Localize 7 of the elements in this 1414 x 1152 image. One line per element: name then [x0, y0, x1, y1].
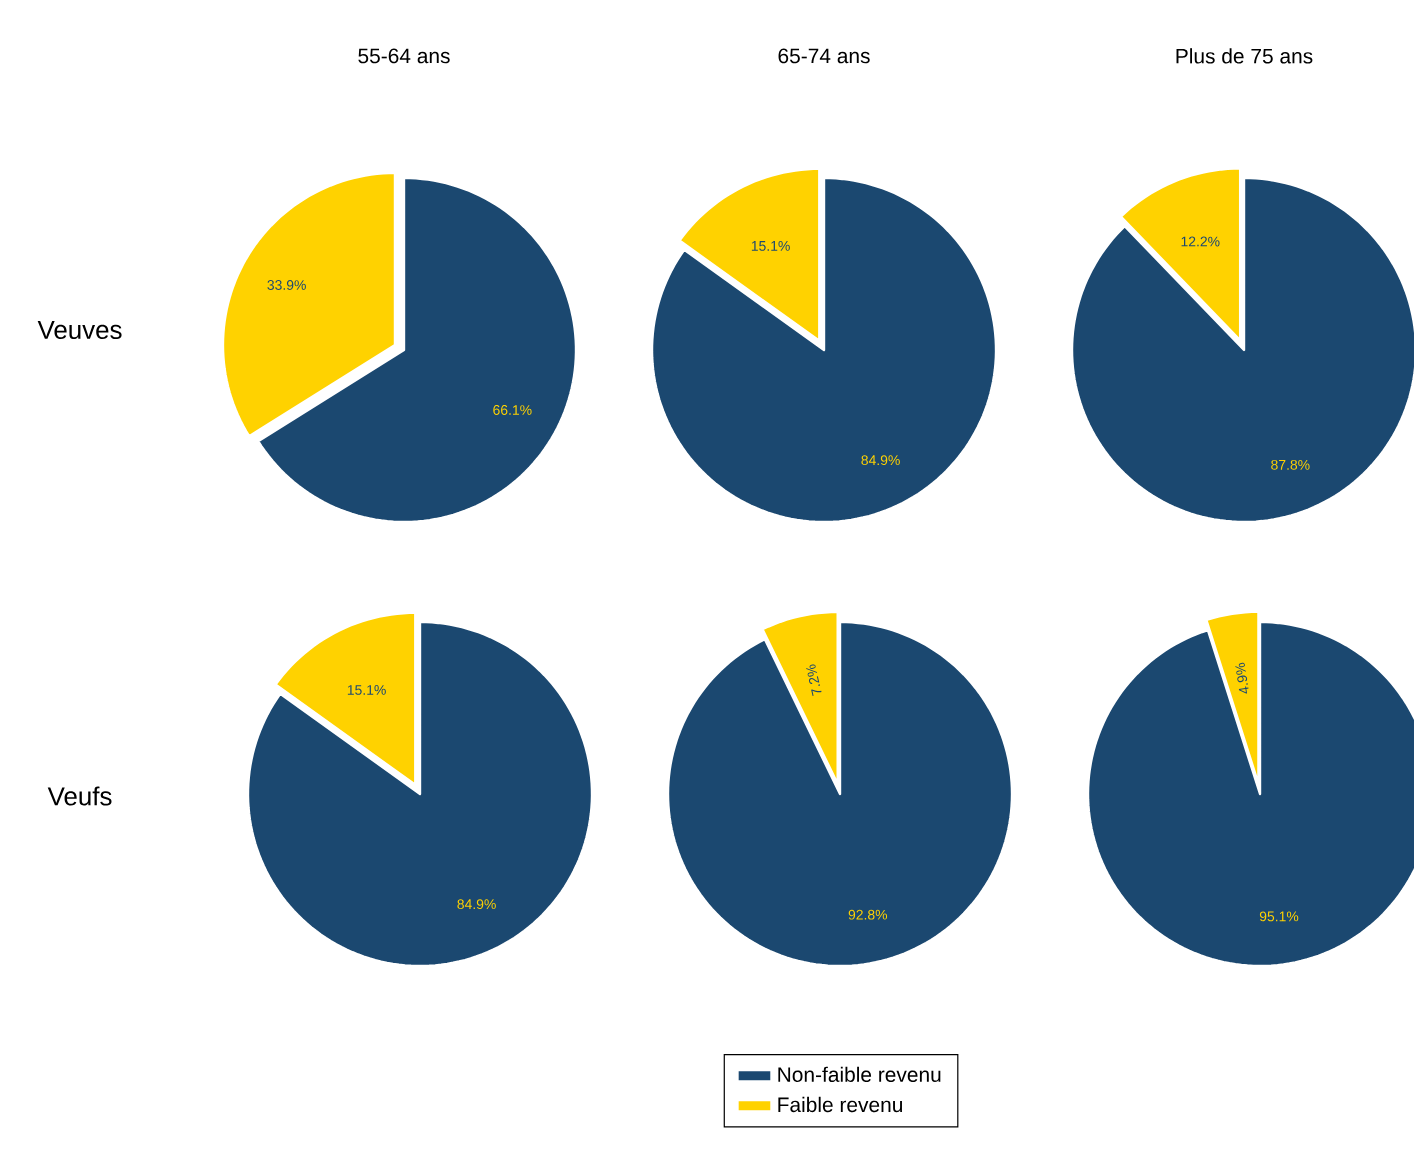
legend-label: Faible revenu [778, 1096, 903, 1113]
text: Veufs [47, 786, 112, 806]
text: Veuves [37, 320, 122, 340]
chart-title: Plus de 75 ans [1176, 48, 1313, 64]
chart-title: 65-74 ans [778, 48, 870, 64]
chart-title: 55-64 ans [358, 48, 450, 64]
legend-label: Non-faible revenu [778, 1066, 941, 1083]
